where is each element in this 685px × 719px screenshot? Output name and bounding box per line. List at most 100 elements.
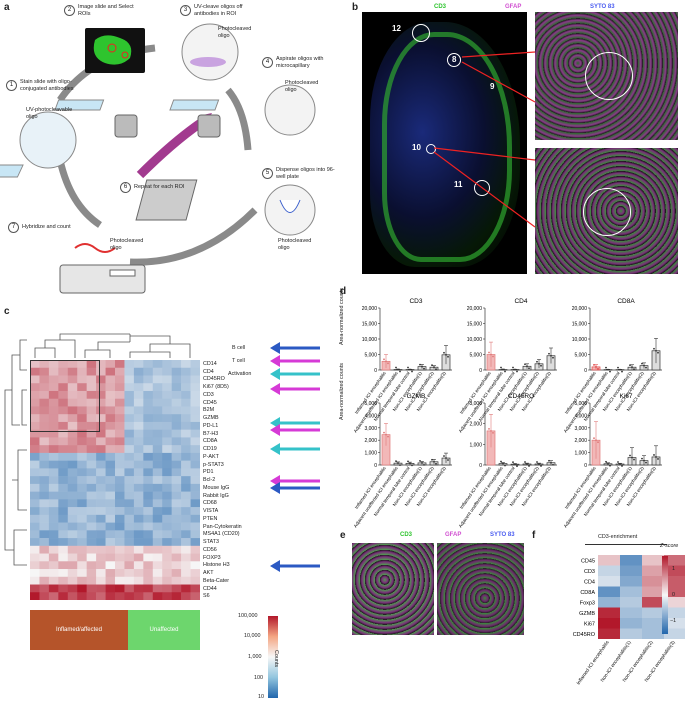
heatmap-cell: [86, 507, 97, 516]
heatmap-cell: [190, 468, 200, 477]
y-tick-label: 1,000: [469, 442, 482, 448]
gene-label: CD68: [203, 500, 217, 507]
z-cell: [664, 586, 685, 597]
heatmap-cell: [190, 561, 200, 570]
heatmap-cell: [86, 483, 97, 492]
roi-10-label: 10: [412, 143, 421, 152]
z-cell: [664, 607, 685, 618]
heatmap-cell: [48, 468, 59, 477]
heatmap-cell: [115, 437, 125, 446]
data-point: [387, 362, 389, 365]
step-6-number: 6: [120, 182, 131, 193]
y-tick-label: 5,000: [364, 353, 377, 359]
heatmap-cell: [162, 421, 172, 430]
heatmap-cell: [171, 398, 182, 407]
legend-activation: Activation: [228, 371, 252, 377]
heatmap-cell: [133, 569, 144, 578]
heatmap-cell: [30, 429, 40, 438]
heatmap-cell: [133, 437, 144, 446]
heatmap-cell: [115, 483, 125, 492]
data-point: [411, 464, 413, 467]
heatmap-cell: [77, 421, 87, 430]
heatmap-cell: [152, 437, 163, 446]
heatmap-cell: [58, 421, 69, 430]
data-point: [409, 462, 411, 465]
heatmap-cell: [152, 592, 163, 600]
data-point: [431, 458, 433, 461]
heatmap-cell: [86, 530, 97, 539]
heatmap-cell: [171, 375, 182, 384]
data-point: [548, 352, 550, 355]
data-point: [605, 460, 607, 463]
heatmap-cell: [58, 367, 69, 376]
heatmap-cell: [190, 545, 200, 554]
cluster-box: [30, 360, 100, 432]
heatmap-cell: [48, 553, 59, 562]
heatmap-cell: [124, 406, 135, 415]
data-point: [524, 363, 526, 366]
heatmap-cell: [115, 530, 125, 539]
stain-circle: [19, 111, 77, 169]
data-point: [653, 454, 655, 456]
heatmap-cell: [77, 375, 87, 384]
data-point: [443, 455, 445, 457]
data-point: [500, 366, 502, 369]
heatmap-cell: [39, 437, 50, 446]
data-point: [595, 366, 597, 368]
data-point: [609, 370, 611, 373]
y-tick-label: 1,000: [364, 451, 377, 457]
data-point: [395, 366, 397, 369]
heatmap-cell: [96, 483, 106, 492]
y-tick-label: 10,000: [362, 337, 378, 343]
data-point: [524, 461, 526, 463]
heatmap-cell: [96, 437, 106, 446]
heatmap-cell: [162, 367, 172, 376]
heatmap-cell: [86, 398, 97, 407]
roi-zoom-lines: [433, 51, 536, 228]
heatmap-cell: [48, 445, 59, 454]
heatmap-cell: [48, 483, 59, 492]
gene-label: B2M: [203, 407, 215, 414]
heatmap-cell: [77, 429, 87, 438]
heatmap-cell: [133, 592, 144, 600]
heatmap-cell: [67, 390, 78, 400]
heatmap-cell: [190, 514, 200, 523]
heatmap-cell: [143, 406, 154, 415]
slide-1: [54, 99, 105, 111]
chart-title: CD3: [409, 298, 422, 305]
z-cell: [598, 607, 620, 618]
heatmap-cell: [133, 576, 144, 585]
data-point: [629, 364, 631, 367]
y-tick-label: 1,000: [574, 451, 587, 457]
heatmap-cell: [39, 421, 50, 430]
heatmap-cell: [30, 483, 40, 492]
gene-label: CD45: [203, 399, 217, 406]
heatmap-cell: [181, 421, 191, 430]
data-point: [641, 457, 643, 460]
heatmap-cell: [124, 576, 135, 585]
gene-label: B7-H3: [203, 430, 219, 437]
heatmap-cell: [152, 460, 163, 469]
heatmap-cell: [77, 569, 87, 578]
photocleaved-label-5: Photocleaved oligo: [278, 238, 312, 251]
column-dendrogram: [34, 333, 191, 358]
heatmap-cell: [143, 491, 154, 500]
z-cell: [620, 597, 642, 608]
cycle-arrow-2: [225, 87, 252, 151]
heatmap-cell: [96, 460, 106, 469]
heatmap-cell: [152, 491, 163, 500]
heatmap-cell: [115, 476, 125, 485]
gene-label: CD45RO: [203, 376, 225, 383]
heatmap-cell: [30, 584, 40, 593]
heatmap-cell: [39, 522, 50, 531]
gene-label: CD4: [203, 368, 214, 375]
roi-8-label: 8: [452, 55, 457, 64]
heatmap-cell: [30, 592, 40, 600]
heatmap-cell: [115, 375, 125, 384]
heatmap-cell: [105, 553, 116, 562]
heatmap-cell: [143, 390, 154, 400]
gene-label: CD56: [203, 546, 217, 553]
data-point: [490, 353, 492, 356]
heatmap-cell: [181, 367, 191, 376]
heatmap-cell: [105, 507, 116, 516]
